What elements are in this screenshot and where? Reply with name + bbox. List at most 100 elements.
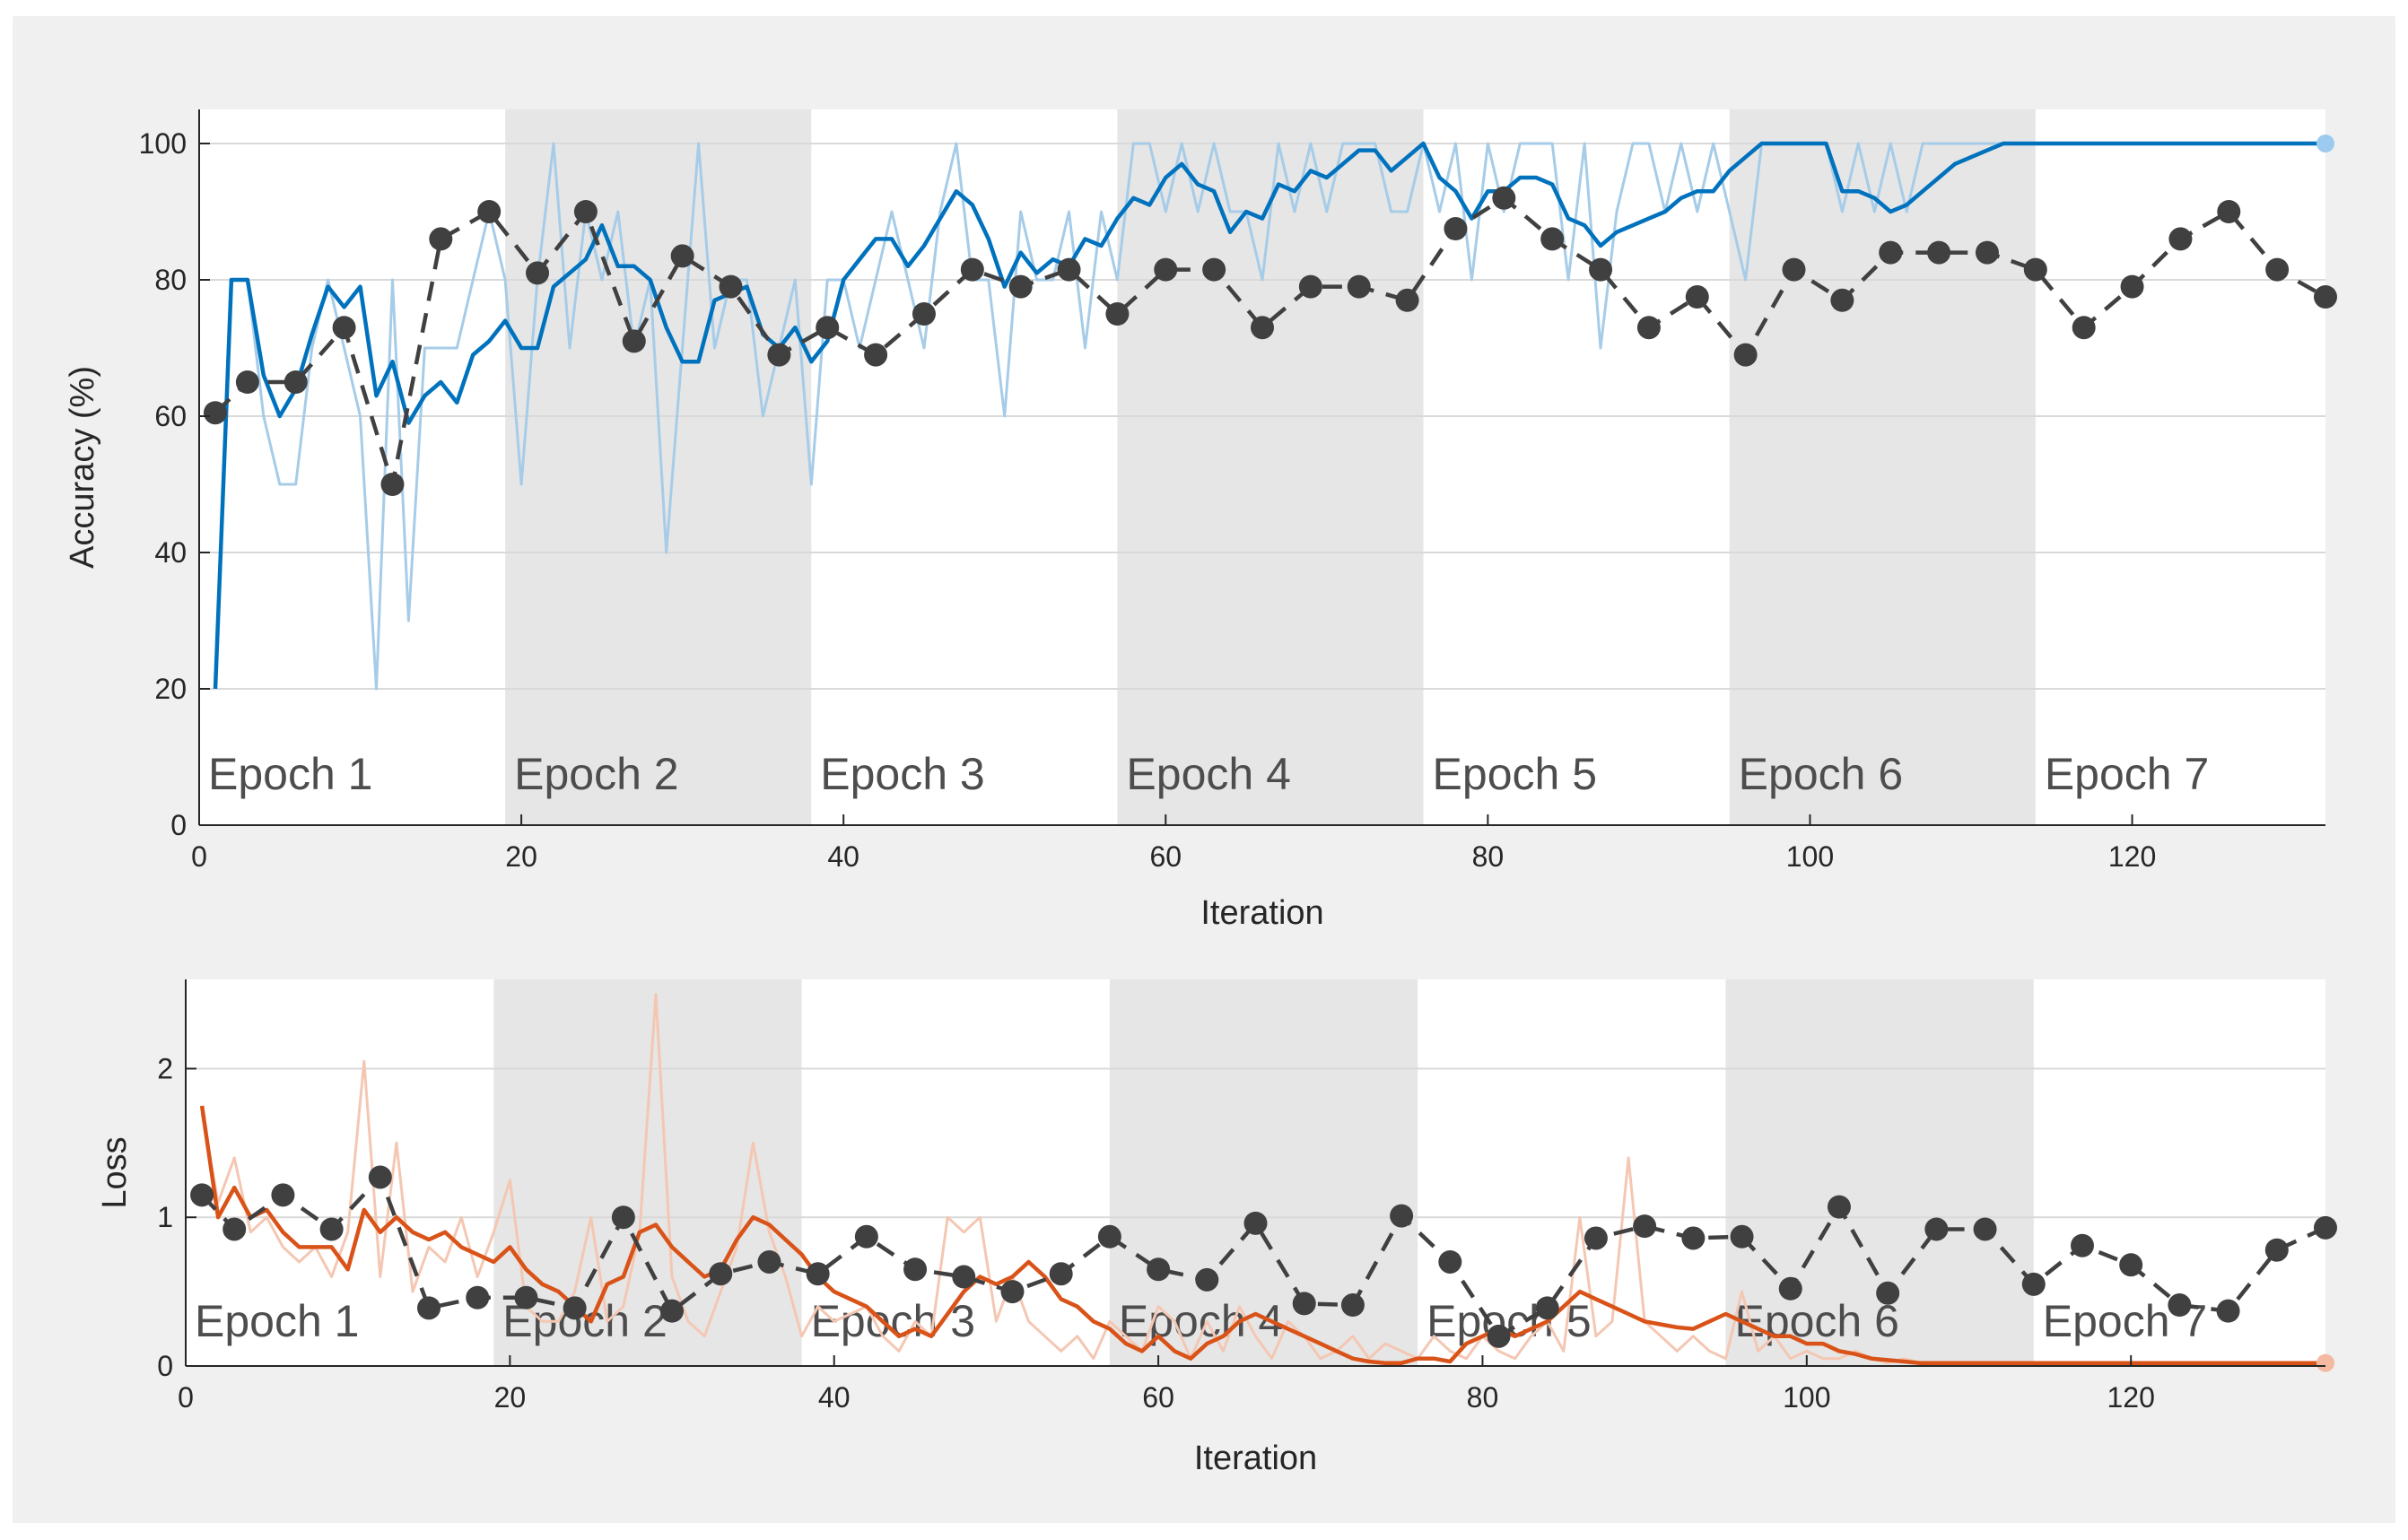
- loss-x-tick-label: 60: [1142, 1381, 1174, 1414]
- accuracy-validation-point: [816, 316, 840, 340]
- accuracy-validation-point: [1733, 343, 1758, 367]
- accuracy-validation-point: [1395, 288, 1419, 312]
- accuracy-epoch-label-1: Epoch 1: [208, 749, 372, 799]
- accuracy-validation-point: [203, 401, 227, 425]
- accuracy-validation-point: [2314, 285, 2337, 309]
- accuracy-validation-point: [2168, 227, 2193, 251]
- accuracy-y-axis-label: Accuracy (%): [64, 366, 101, 569]
- accuracy-y-tick-label: 60: [154, 400, 187, 432]
- accuracy-validation-point: [1347, 274, 1371, 299]
- accuracy-validation-point: [960, 257, 984, 282]
- loss-chart: Epoch 1 Epoch 2 Epoch 3 Epoch 4 Epoch 5 Epoch…: [96, 979, 2337, 1477]
- accuracy-validation-point: [2265, 257, 2290, 282]
- loss-validation-point: [1827, 1195, 1851, 1219]
- loss-validation-point: [368, 1165, 392, 1189]
- accuracy-series-raw: [214, 142, 2325, 691]
- loss-validation-point: [1535, 1296, 1559, 1320]
- accuracy-validation-point: [477, 200, 502, 223]
- accuracy-validation-point: [380, 473, 405, 496]
- accuracy-series-smoothed: [213, 141, 2325, 690]
- accuracy-validation-point: [1685, 285, 1709, 309]
- accuracy-epoch-shade-2: [505, 109, 812, 825]
- accuracy-validation-point: [719, 274, 743, 299]
- loss-validation-point: [1876, 1281, 1900, 1305]
- accuracy-validation-point: [526, 261, 550, 285]
- loss-validation-point: [222, 1217, 247, 1241]
- loss-validation-point: [1000, 1280, 1025, 1304]
- loss-validation-point: [806, 1262, 830, 1286]
- accuracy-epoch-shade-6: [1729, 109, 2036, 825]
- loss-epoch-label-3: Epoch 3: [811, 1296, 975, 1346]
- accuracy-validation-point: [1251, 316, 1274, 340]
- loss-validation-point: [1924, 1217, 1949, 1241]
- loss-validation-point: [903, 1257, 928, 1282]
- loss-validation-point: [660, 1299, 685, 1323]
- loss-validation-point: [1633, 1214, 1657, 1239]
- loss-epoch-label-1: Epoch 1: [195, 1296, 359, 1346]
- loss-validation-point: [1487, 1324, 1511, 1348]
- accuracy-validation-point: [1444, 217, 1468, 240]
- loss-x-tick-label: 80: [1467, 1381, 1499, 1414]
- loss-validation-point: [611, 1205, 635, 1230]
- accuracy-chart: Epoch 1 Epoch 2 Epoch 3 Epoch 4 Epoch 5 Epoch…: [64, 109, 2337, 932]
- accuracy-validation-point: [235, 370, 259, 394]
- loss-validation-point: [190, 1183, 214, 1207]
- accuracy-validation-point: [1492, 186, 1516, 210]
- accuracy-x-tick-label: 0: [191, 840, 207, 873]
- loss-validation-point: [1390, 1204, 1414, 1228]
- accuracy-validation-point: [1879, 240, 1903, 265]
- accuracy-epoch-label-3: Epoch 3: [820, 749, 984, 799]
- loss-validation-point: [2168, 1293, 2192, 1318]
- loss-validation-point: [1340, 1293, 1365, 1318]
- accuracy-validation-point: [1540, 227, 1565, 251]
- accuracy-validation-point: [1636, 316, 1661, 340]
- loss-epoch-shade-6: [1725, 979, 2034, 1366]
- accuracy-validation-point: [1202, 257, 1226, 282]
- loss-validation-point: [854, 1224, 878, 1249]
- accuracy-x-tick-label: 40: [827, 840, 859, 873]
- loss-validation-point: [757, 1249, 781, 1274]
- accuracy-x-axis-label: Iteration: [1200, 894, 1323, 932]
- loss-validation-point: [1730, 1224, 1754, 1249]
- loss-series-smoothed: [199, 1105, 2325, 1365]
- loss-x-tick-label: 0: [178, 1381, 194, 1414]
- accuracy-epoch-label-2: Epoch 2: [514, 749, 678, 799]
- loss-validation-point: [319, 1217, 344, 1241]
- accuracy-y-tick-label: 20: [154, 673, 187, 705]
- accuracy-x-tick-label: 100: [1786, 840, 1834, 873]
- loss-x-tick-label: 120: [2107, 1381, 2154, 1414]
- loss-validation-point: [1973, 1217, 1997, 1241]
- accuracy-validation-point: [864, 343, 888, 367]
- accuracy-epoch-shade-4: [1117, 109, 1424, 825]
- loss-final-point: [2316, 1353, 2334, 1372]
- loss-validation-point: [563, 1296, 587, 1320]
- accuracy-epoch-label-7: Epoch 7: [2045, 749, 2209, 799]
- accuracy-validation-point: [1927, 240, 1951, 265]
- accuracy-x-tick-label: 20: [505, 840, 537, 873]
- accuracy-validation-point: [1782, 257, 1806, 282]
- loss-validation-point: [952, 1265, 976, 1289]
- accuracy-validation-point: [670, 244, 694, 268]
- accuracy-validation-point: [912, 302, 936, 326]
- accuracy-validation-point: [1105, 302, 1130, 326]
- accuracy-validation-point: [1154, 257, 1178, 282]
- loss-y-tick-label: 1: [157, 1201, 173, 1233]
- accuracy-x-tick-label: 60: [1149, 840, 1182, 873]
- loss-validation-point: [466, 1285, 490, 1309]
- loss-validation-point: [2070, 1233, 2094, 1257]
- accuracy-final-point: [2316, 135, 2334, 152]
- loss-validation-point: [1097, 1224, 1121, 1249]
- accuracy-epoch-label-5: Epoch 5: [1433, 749, 1597, 799]
- loss-validation-point: [1681, 1226, 1706, 1250]
- loss-validation-point: [1584, 1226, 1608, 1250]
- accuracy-validation-point: [1008, 274, 1033, 299]
- accuracy-validation-point: [1830, 288, 1854, 312]
- loss-validation-point: [1147, 1257, 1171, 1282]
- loss-y-tick-label: 0: [157, 1350, 173, 1382]
- accuracy-y-tick-label: 80: [154, 264, 187, 296]
- accuracy-x-tick-label: 80: [1472, 840, 1505, 873]
- accuracy-validation-point: [2120, 274, 2144, 299]
- accuracy-validation-point: [332, 316, 356, 340]
- accuracy-epoch-label-4: Epoch 4: [1126, 749, 1290, 799]
